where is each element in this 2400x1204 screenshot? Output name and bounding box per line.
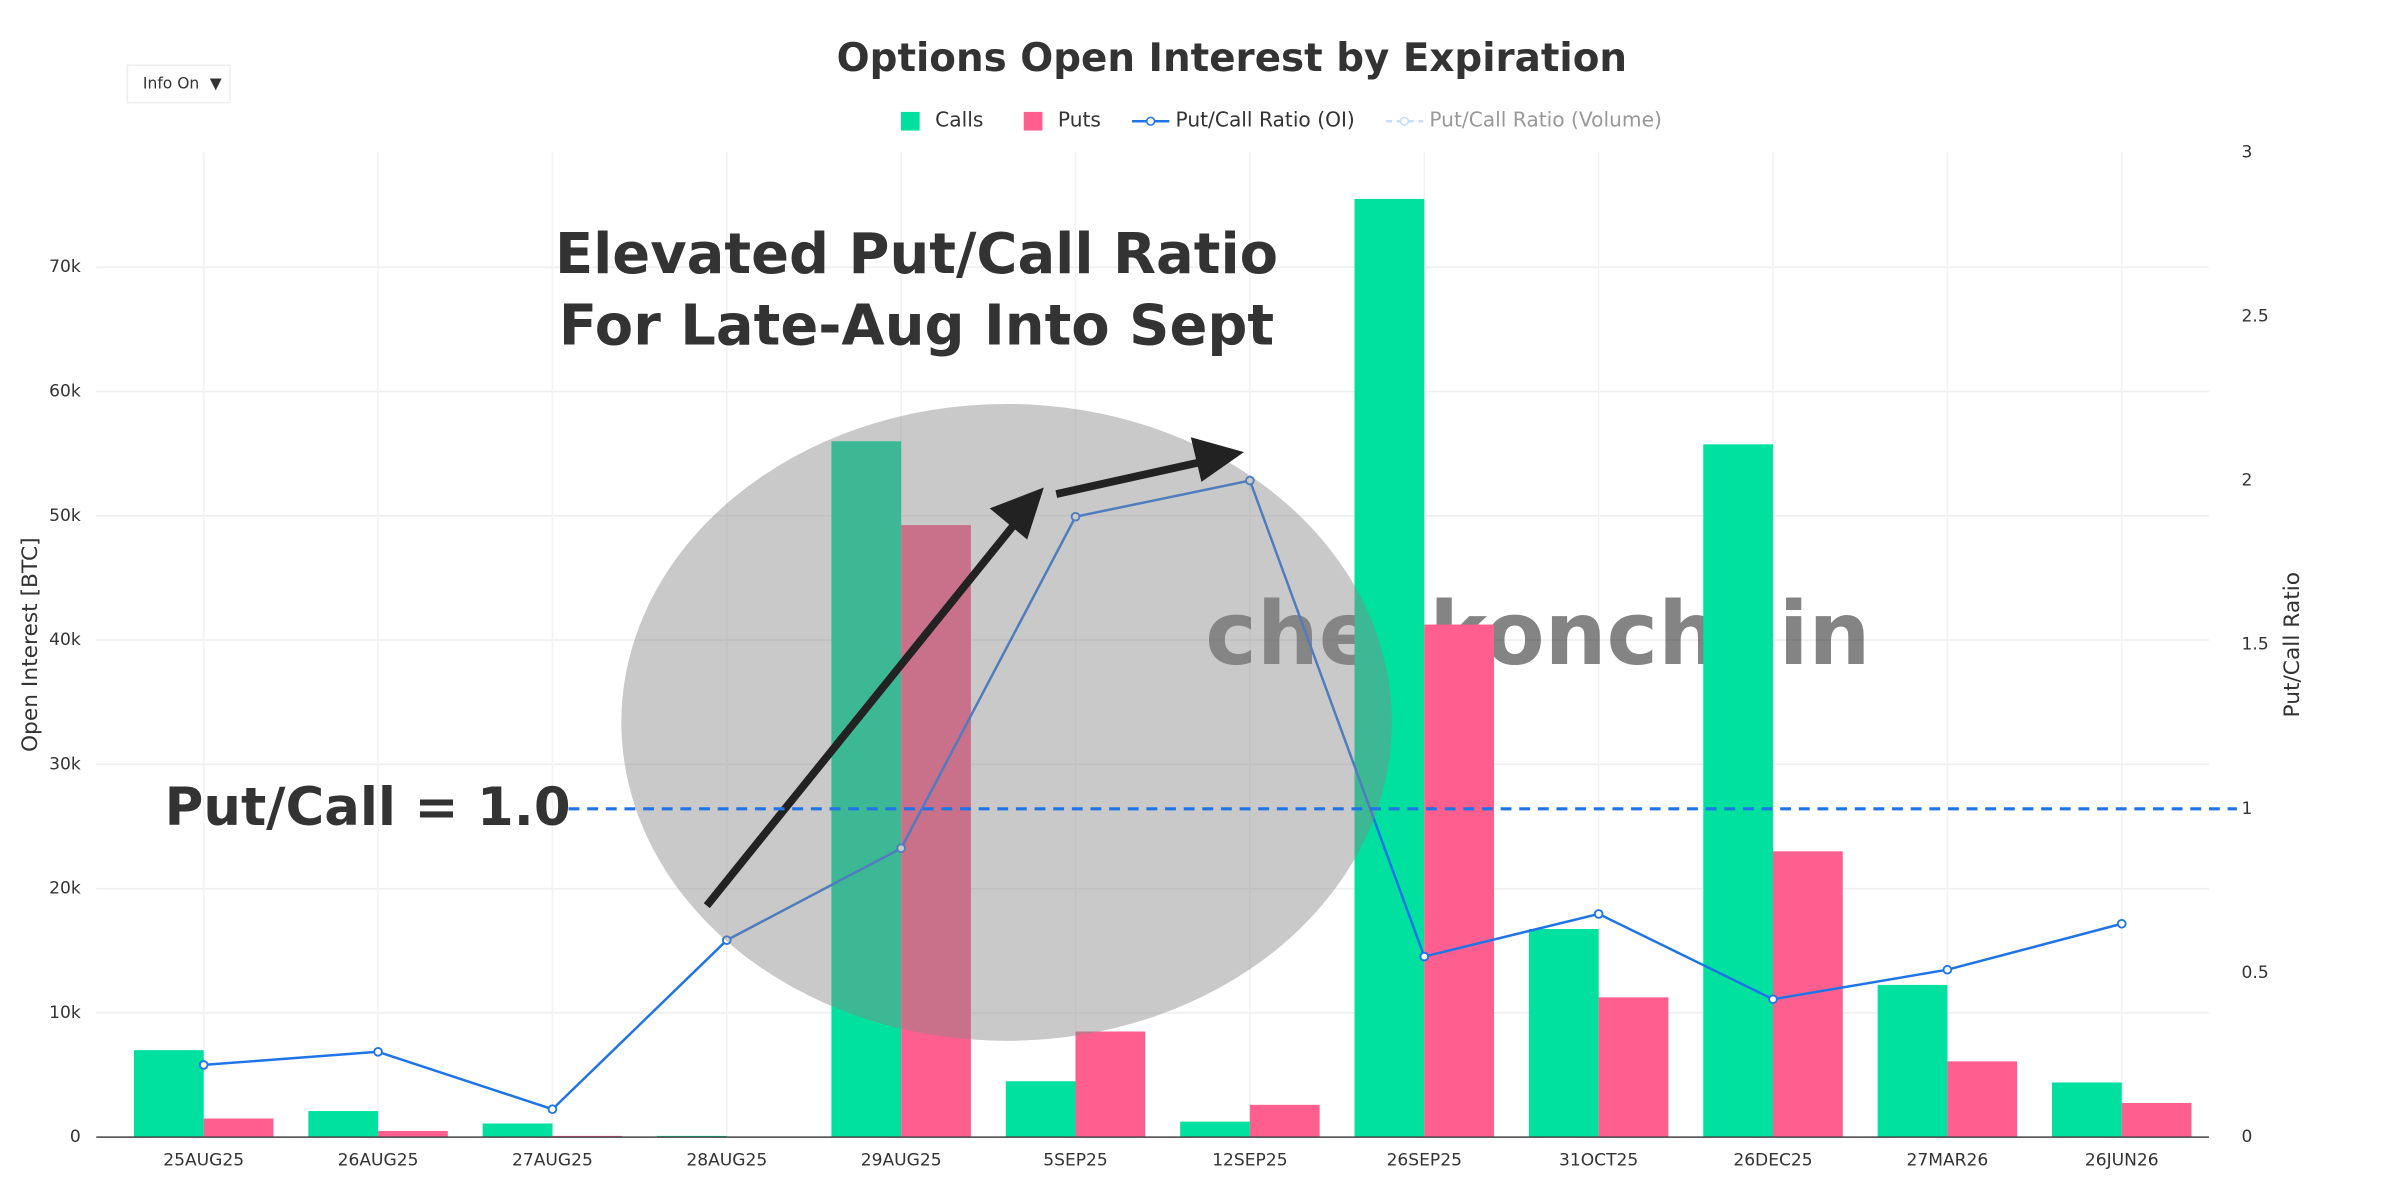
bar	[1180, 1121, 1250, 1138]
ratio-point	[1942, 964, 1953, 975]
bar	[133, 1050, 204, 1138]
x-tick-label: 29AUG25	[861, 1150, 942, 1170]
bar	[1877, 984, 1948, 1138]
ratio-point	[2116, 918, 2127, 929]
ratio-point	[1593, 909, 1604, 919]
y2-tick-label: 3	[2242, 142, 2253, 162]
x-tick-label: 27MAR26	[1907, 1150, 1989, 1170]
legend-swatch	[1146, 116, 1156, 126]
legend-item[interactable]: Puts	[1023, 108, 1101, 132]
y2-tick-label: 2	[2242, 471, 2253, 491]
legend-label: Put/Call Ratio (Volume)	[1429, 108, 1662, 132]
ratio-point	[1419, 951, 1430, 962]
ratio-point	[1245, 475, 1255, 486]
x-tick-label: 27AUG25	[512, 1150, 593, 1170]
ratio-point	[198, 1060, 209, 1070]
legend-swatch	[1023, 111, 1043, 131]
legend-label: Put/Call Ratio (OI)	[1176, 108, 1355, 132]
ratio-point	[373, 1046, 383, 1057]
bar	[2052, 1082, 2122, 1138]
y-tick-label: 0	[70, 1127, 81, 1147]
highlight-ellipse	[621, 403, 1392, 1041]
y2-axis-title: Put/Call Ratio	[2280, 572, 2305, 718]
y2-tick-label: 1.5	[2242, 635, 2269, 655]
legend-label: Puts	[1058, 108, 1101, 132]
bar	[1075, 1031, 1146, 1138]
bar	[831, 441, 902, 1138]
chart-title: Options Open Interest by Expiration	[837, 36, 1627, 81]
x-tick-label: 25AUG25	[163, 1150, 244, 1170]
legend-swatch	[900, 111, 920, 131]
y-tick-label: 30k	[49, 754, 81, 774]
ratio-point	[896, 843, 906, 854]
dropdown-box[interactable]	[126, 64, 231, 104]
legend-label: Calls	[935, 108, 983, 132]
y2-tick-label: 0.5	[2242, 963, 2269, 983]
x-tick-label: 26SEP25	[1387, 1150, 1462, 1170]
x-tick-label: 28AUG25	[686, 1150, 767, 1170]
legend-item[interactable]: Put/Call Ratio (Volume)	[1385, 108, 1662, 132]
y-axis-title: Open Interest [BTC]	[18, 537, 43, 752]
arrow	[703, 518, 1021, 909]
bar	[308, 1111, 379, 1138]
y2-tick-label: 1	[2242, 799, 2253, 819]
ratio-point	[1768, 994, 1778, 1005]
bar	[2121, 1102, 2192, 1138]
x-tick-label: 5SEP25	[1043, 1150, 1108, 1170]
dropdown-label[interactable]: Info On	[143, 74, 199, 92]
y-tick-label: 40k	[49, 630, 81, 650]
bar	[1005, 1081, 1076, 1138]
bar	[1703, 444, 1774, 1138]
y2-tick-label: 0	[2242, 1127, 2253, 1147]
y-tick-label: 70k	[49, 257, 81, 277]
x-tick-label: 26AUG25	[338, 1150, 419, 1170]
dropdown[interactable]: Info On ▼	[126, 64, 231, 104]
arrows	[703, 437, 1244, 909]
bar	[378, 1130, 448, 1138]
bar	[203, 1118, 274, 1138]
y-tick-label: 10k	[49, 1003, 81, 1023]
annotation: For Late-Aug Into Sept	[559, 294, 1274, 359]
bar	[1249, 1104, 1320, 1138]
annotation: Elevated Put/Call Ratio	[555, 222, 1278, 287]
dropdown-arrow[interactable]: ▼	[210, 74, 222, 92]
arrow	[1055, 457, 1205, 498]
x-tick-label: 26DEC25	[1733, 1150, 1812, 1170]
x-tick-label: 31OCT25	[1559, 1150, 1638, 1170]
arrow-head	[989, 487, 1044, 540]
legend-swatch	[1399, 116, 1410, 126]
bar	[1424, 624, 1495, 1138]
y2-tick-label: 2.5	[2242, 306, 2269, 326]
legend-item[interactable]: Calls	[900, 108, 983, 132]
y-tick-label: 20k	[49, 879, 81, 899]
ratio-point	[547, 1104, 558, 1115]
ratio-line	[203, 479, 2123, 1111]
bar	[1528, 928, 1599, 1138]
y-tick-label: 60k	[49, 382, 81, 402]
reference-label: Put/Call = 1.0	[165, 777, 571, 838]
arrow-head	[1190, 437, 1244, 482]
y-tick-label: 50k	[49, 506, 81, 526]
bar	[1354, 198, 1425, 1138]
ratio-point	[721, 935, 732, 945]
x-tick-label: 12SEP25	[1212, 1150, 1287, 1170]
legend-item[interactable]: Put/Call Ratio (OI)	[1132, 108, 1355, 132]
bar	[1947, 1061, 2018, 1138]
marks	[133, 198, 2192, 1138]
ratio-point	[1070, 511, 1081, 522]
x-tick-label: 26JUN26	[2085, 1150, 2159, 1170]
bar	[1598, 997, 1669, 1138]
bar	[482, 1123, 553, 1138]
